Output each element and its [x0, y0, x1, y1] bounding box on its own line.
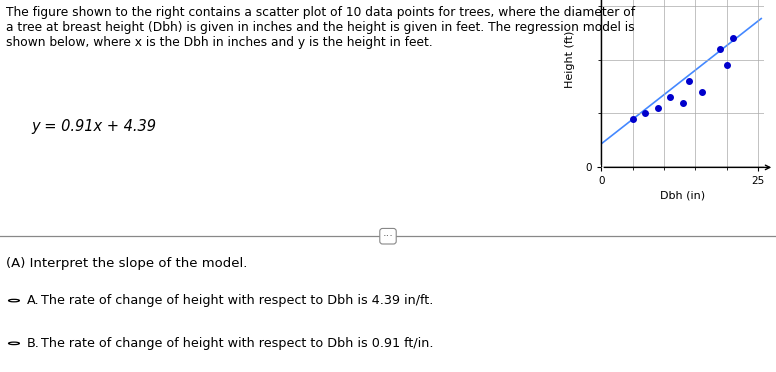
Text: The rate of change of height with respect to Dbh is 4.39 in/ft.: The rate of change of height with respec…	[41, 294, 434, 307]
Point	[664, 94, 677, 100]
Point	[639, 110, 652, 116]
Text: The rate of change of height with respect to Dbh is 0.91 ft/in.: The rate of change of height with respec…	[41, 337, 434, 350]
Point	[695, 89, 708, 95]
Point	[721, 62, 733, 68]
Point	[626, 116, 639, 122]
Text: B.: B.	[27, 337, 40, 350]
Text: (A) Interpret the slope of the model.: (A) Interpret the slope of the model.	[6, 257, 248, 270]
Point	[652, 105, 664, 111]
X-axis label: Dbh (in): Dbh (in)	[660, 190, 705, 201]
Y-axis label: Height (ft): Height (ft)	[565, 31, 575, 88]
Text: A.: A.	[27, 294, 40, 307]
Point	[677, 100, 689, 106]
Text: ···: ···	[383, 231, 393, 241]
Text: y = 0.91x + 4.39: y = 0.91x + 4.39	[31, 119, 156, 134]
Point	[727, 35, 740, 41]
Text: The figure shown to the right contains a scatter plot of 10 data points for tree: The figure shown to the right contains a…	[6, 6, 636, 49]
Point	[683, 78, 695, 84]
Point	[714, 46, 726, 52]
